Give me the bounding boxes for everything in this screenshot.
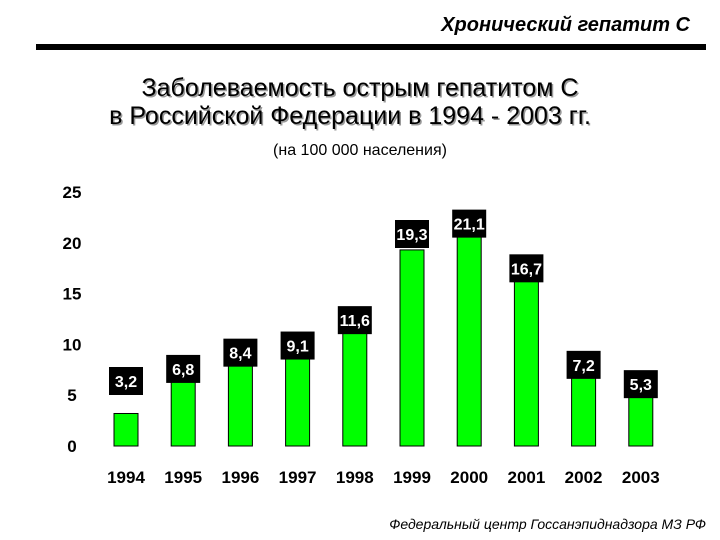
x-tick-label: 1998 [336,468,374,487]
data-label: 3,2 [115,374,137,391]
bar [571,372,597,447]
chart-subtitle: (на 100 000 населения) [273,142,447,159]
data-label: 7,2 [572,358,594,375]
chart-title-line-1: Заболеваемость острым гепатитом С [141,74,579,102]
data-label-box [337,306,372,335]
bar [170,376,196,447]
data-label: 11,6 [340,313,370,330]
x-tick-label: 1994 [107,468,145,487]
bar [456,231,482,447]
bar [513,275,539,447]
data-label: 19,3 [396,227,427,244]
data-label-box [623,370,658,399]
y-tick-label: 5 [67,386,76,405]
data-label: 8,4 [229,346,251,363]
bar [113,412,139,447]
chart-title-line-2: в Российской Федерации в 1994 - 2003 гг. [109,102,591,130]
header-title: Хронический гепатит С [441,14,690,36]
y-tick-label: 0 [67,437,76,456]
x-tick-label: 2000 [450,468,488,487]
data-label: 5,3 [630,377,652,394]
data-label-box [395,220,429,248]
data-label-box [566,350,601,379]
y-tick-label: 10 [63,335,82,354]
x-tick-label: 2001 [507,468,545,487]
data-label-box [223,338,258,367]
x-tick-label: 2003 [622,468,660,487]
data-label-box [509,254,544,283]
bar [399,249,425,447]
x-tick-label: 2002 [565,468,603,487]
data-label: 6,8 [172,362,194,379]
bar [227,360,253,447]
bar [628,391,654,447]
x-tick-label: 1995 [164,468,202,487]
bar [342,327,368,447]
x-tick-label: 1999 [393,468,431,487]
header-rule [36,44,706,50]
x-tick-label: 1996 [221,468,259,487]
data-label: 9,1 [286,339,308,356]
bar [285,353,311,447]
y-tick-label: 15 [63,285,82,304]
data-label-box [109,367,143,395]
source-footer: Федеральный центр Госсанэпиднадзора МЗ Р… [389,516,706,532]
y-tick-label: 25 [63,183,82,202]
data-label: 16,7 [511,261,542,278]
data-label-box [166,354,201,383]
data-label-box [452,209,487,238]
data-label: 21,1 [454,217,485,234]
x-tick-label: 1997 [279,468,317,487]
data-label-box [280,331,315,360]
y-tick-label: 20 [63,234,82,253]
